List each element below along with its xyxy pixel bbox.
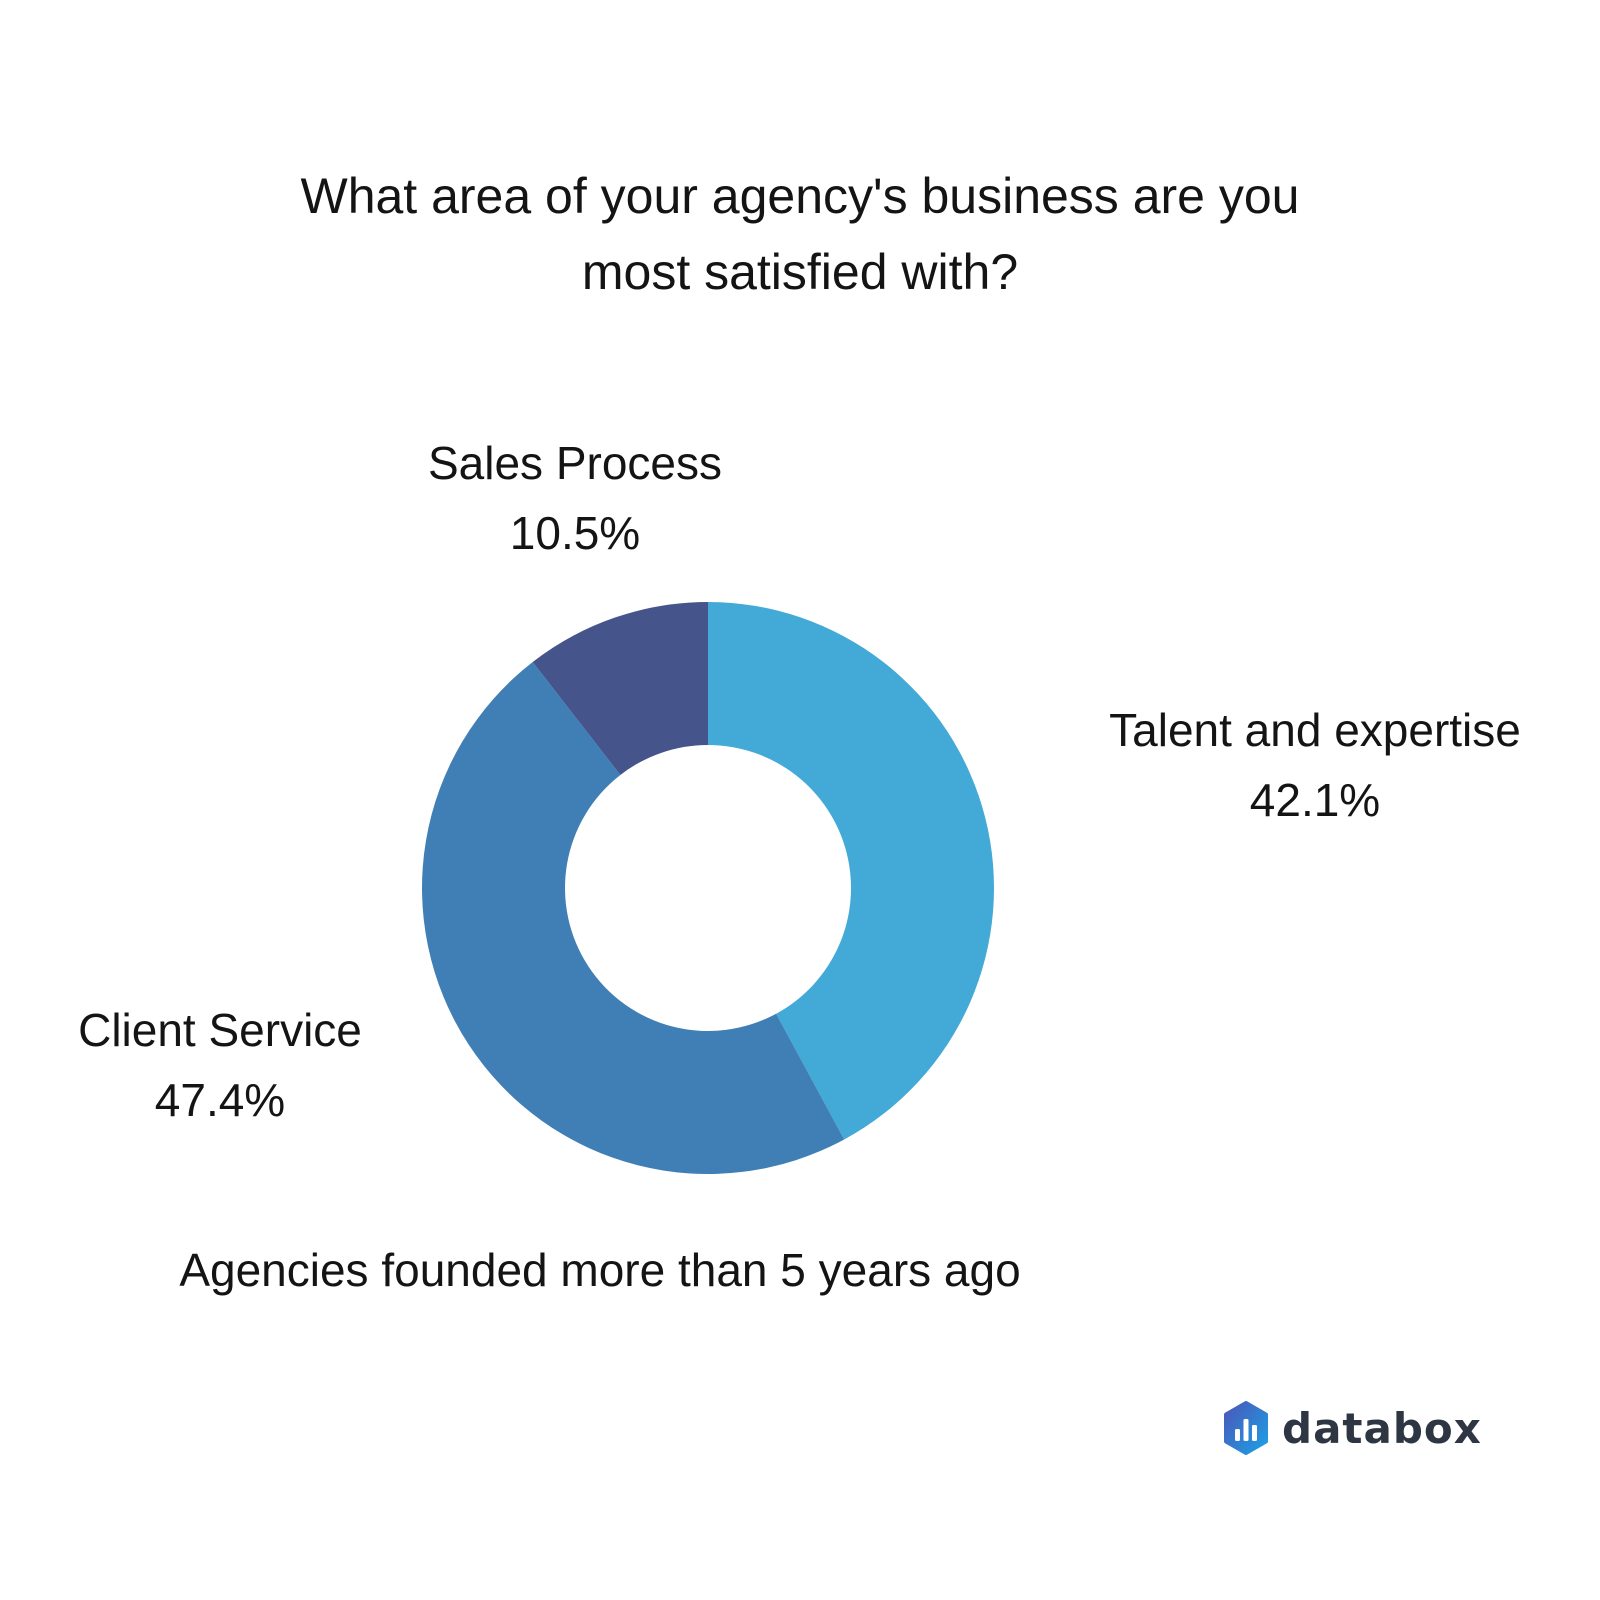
donut-slice-sales-process bbox=[532, 602, 708, 776]
slice-label-value: 42.1% bbox=[1249, 774, 1381, 826]
brand-logo: databox bbox=[1222, 1398, 1482, 1458]
chart-title-line-2: most satisfied with? bbox=[581, 244, 1019, 300]
donut-slice-talent-and-expertise bbox=[708, 602, 994, 1140]
slice-label-name: Sales Process bbox=[427, 437, 722, 489]
brand-name: databox bbox=[1282, 1403, 1482, 1453]
chart-title-line-1: What area of your agency's business are … bbox=[300, 168, 1300, 224]
chart-title: What area of your agency's business are … bbox=[200, 158, 1400, 310]
donut-slice-client-service bbox=[421, 662, 845, 1174]
slice-label-value: 47.4% bbox=[154, 1074, 286, 1126]
donut-slices bbox=[421, 602, 994, 1174]
slice-label-client-service: Client Service 47.4% bbox=[40, 995, 400, 1135]
databox-logo-icon bbox=[1224, 1401, 1268, 1455]
chart-subtitle: Agencies founded more than 5 years ago bbox=[179, 1244, 1021, 1296]
slice-label-name: Talent and expertise bbox=[1109, 704, 1521, 756]
slice-label-sales-process: Sales Process 10.5% bbox=[400, 428, 750, 568]
slice-label-name: Client Service bbox=[78, 1004, 362, 1056]
slice-label-talent-and-expertise: Talent and expertise 42.1% bbox=[1080, 695, 1550, 835]
slice-label-value: 10.5% bbox=[509, 507, 641, 559]
